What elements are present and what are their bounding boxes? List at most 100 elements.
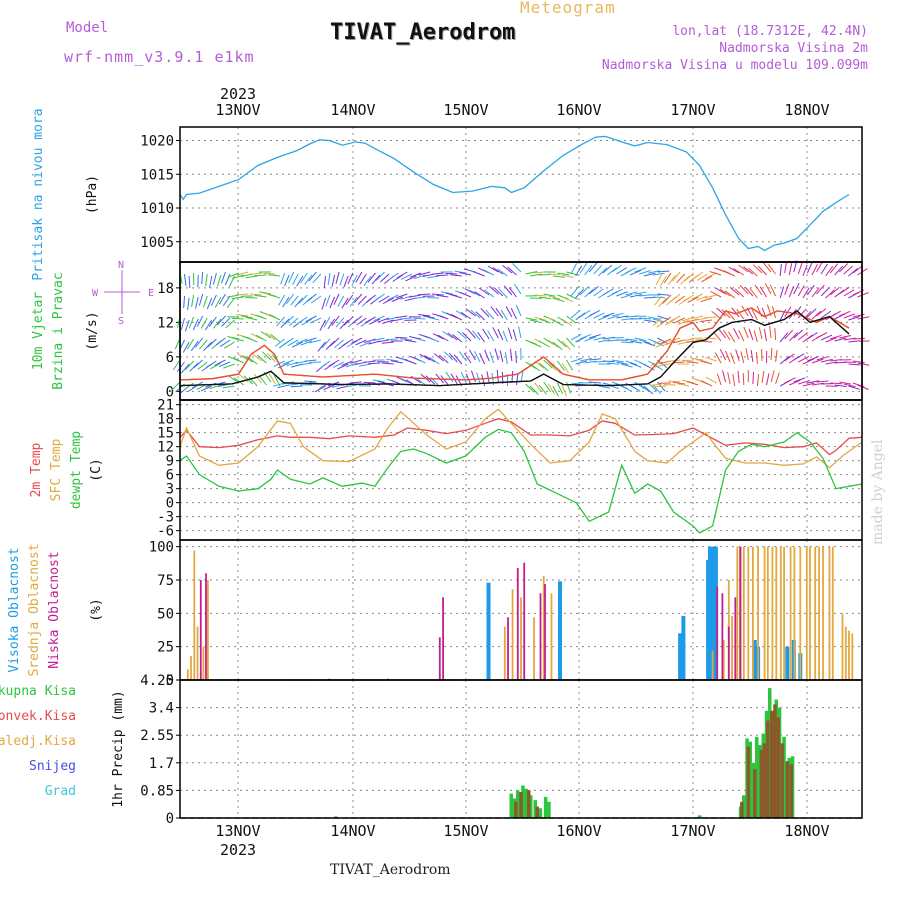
panel-label-cloud: Niska Oblacnost [47, 551, 62, 668]
wind-barb [820, 334, 833, 341]
wind-barb [530, 273, 542, 277]
altitude-label: Nadmorska Visina 2m [719, 41, 868, 56]
wind-barb [284, 274, 290, 287]
wind-barb [662, 294, 672, 304]
wind-barb [207, 338, 217, 348]
wind-barb [304, 380, 317, 383]
wind-barb [728, 331, 736, 343]
wind-barb [282, 359, 294, 365]
wind-barb [418, 293, 431, 296]
wind-barb [700, 360, 713, 365]
bar-clouds [202, 646, 205, 680]
wind-barb [634, 381, 645, 390]
wind-barb [308, 361, 321, 364]
wind-barb [231, 317, 244, 320]
wind-barb [492, 327, 499, 339]
wind-barb [481, 374, 486, 387]
wind-barb [829, 263, 839, 274]
wind-barb [360, 319, 372, 327]
year-label-bottom: 2023 [220, 841, 256, 859]
series-line-temperature-0 [179, 418, 863, 456]
panel-label-temp: dewpt Temp [69, 431, 84, 509]
wind-barb [350, 337, 363, 344]
wind-barb [611, 288, 624, 295]
wind-barb [436, 274, 449, 277]
wind-barb [470, 370, 476, 383]
bar-clouds [539, 593, 542, 680]
y-tick-label: 1010 [140, 201, 174, 217]
y-tick-label: 9 [166, 454, 174, 470]
wind-barb [525, 383, 535, 393]
wind-barb [616, 291, 628, 297]
wind-barb [335, 271, 340, 284]
wind-barb [763, 262, 772, 273]
wind-barb [462, 332, 472, 342]
wind-barb [483, 289, 495, 298]
wind-barb [784, 329, 794, 340]
wind-barb [570, 263, 578, 275]
wind-barb [566, 337, 575, 348]
wind-barb [342, 338, 354, 346]
x-tick-label-bottom: 15NOV [443, 822, 488, 840]
y-tick-label: 18 [157, 281, 174, 297]
wind-barb [502, 330, 508, 343]
wind-barb [857, 362, 870, 366]
wind-barb [825, 337, 837, 343]
wind-barb [857, 292, 869, 298]
wind-barb [382, 297, 394, 305]
wind-barb [347, 272, 354, 285]
wind-barb [516, 373, 519, 386]
wind-barb [174, 337, 181, 350]
wind-barb [373, 315, 385, 322]
y-tick-label: 21 [157, 398, 174, 414]
wind-barb [529, 385, 539, 395]
wind-barb [579, 262, 588, 274]
x-tick-label-top: 18NOV [784, 101, 829, 119]
panel-frame-wind-top [179, 261, 863, 401]
wind-barb [213, 318, 222, 329]
wind-barb [634, 337, 647, 342]
wind-barb [834, 337, 847, 342]
wind-barb [317, 341, 326, 352]
y-tick-label: 12 [157, 440, 174, 456]
wind-barb [602, 288, 614, 296]
wind-barb [726, 310, 736, 321]
wind-barb [652, 340, 664, 347]
wind-barb [436, 294, 449, 298]
wind-barb [509, 349, 513, 362]
wind-barb [593, 264, 603, 275]
wind-barb [386, 338, 399, 341]
wind-barb [304, 274, 313, 285]
wind-barb [665, 318, 676, 326]
wind-barb [325, 294, 331, 307]
wind-barb [487, 330, 495, 342]
wind-barb [597, 267, 608, 277]
wind-barb [657, 293, 670, 296]
wind-barb [371, 274, 381, 285]
wind-barb [345, 294, 354, 306]
wind-barb [442, 331, 454, 339]
wind-barb [654, 295, 663, 306]
wind-barb [232, 274, 244, 280]
wind-barb [648, 316, 661, 320]
wind-barb [260, 331, 272, 339]
wind-barb [363, 338, 376, 344]
wind-barb [722, 329, 731, 341]
wind-barb [218, 361, 231, 368]
wind-barb [477, 332, 486, 343]
wind-barb [715, 287, 726, 295]
wind-barb [602, 312, 615, 318]
x-tick-label-bottom: 14NOV [330, 822, 375, 840]
bar-clouds [848, 630, 850, 680]
wind-barb [459, 272, 472, 276]
bar-clouds [828, 546, 831, 680]
y-tick-label: -3 [157, 510, 174, 526]
wind-barb [188, 275, 191, 289]
wind-barb [598, 385, 611, 389]
wind-barb [756, 305, 763, 318]
wind-barb [561, 274, 574, 278]
wind-barb [534, 294, 547, 297]
wind-barb [200, 385, 213, 392]
wind-barb [797, 285, 805, 297]
wind-barb [176, 361, 185, 372]
